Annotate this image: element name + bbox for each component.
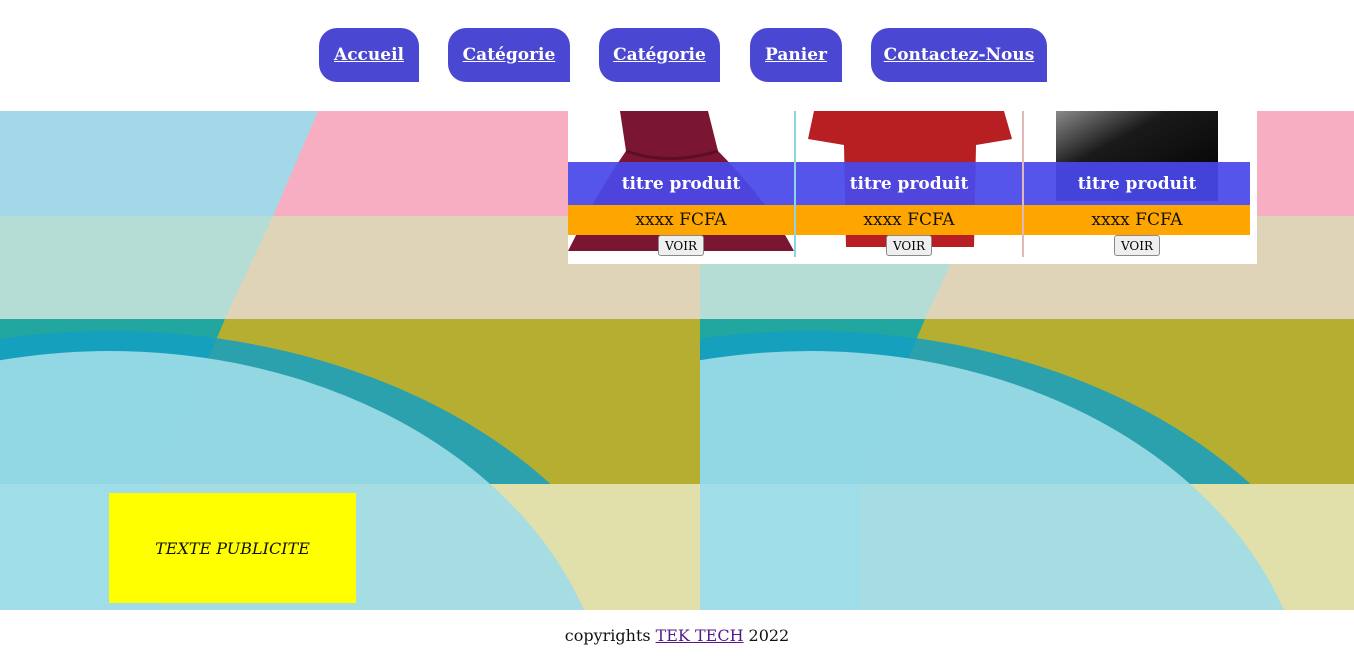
ad-banner: TEXTE PUBLICITE [109,493,356,603]
nav-accueil-label: Accueil [334,45,404,65]
product-title: titre produit [1024,162,1250,205]
footer-prefix: copyrights [565,626,651,645]
footer-year: 2022 [749,626,790,645]
nav-categorie-label: Catégorie [463,45,556,65]
footer: copyrights TEK TECH 2022 [0,610,1354,661]
voir-button[interactable]: VOIR [886,235,932,256]
nav-categorie-link[interactable]: Catégorie [448,28,570,82]
voir-button[interactable]: VOIR [1114,235,1160,256]
product-card[interactable]: titre produit xxxx FCFA VOIR [568,111,794,257]
product-price: xxxx FCFA [1024,205,1250,235]
nav-accueil-link[interactable]: Accueil [319,28,419,82]
top-navigation: Accueil Catégorie Catégorie Panier Conta… [0,0,1354,111]
product-card[interactable]: titre produit xxxx FCFA VOIR [796,111,1022,257]
nav-panier-link[interactable]: Panier [750,28,842,82]
product-grid: titre produit xxxx FCFA VOIR titre produ… [568,111,1257,264]
voir-button[interactable]: VOIR [658,235,704,256]
ad-text: TEXTE PUBLICITE [155,539,310,558]
product-price: xxxx FCFA [796,205,1022,235]
nav-categorie-2-link[interactable]: Catégorie [599,28,720,82]
nav-panier-label: Panier [765,45,827,65]
product-card[interactable]: titre produit xxxx FCFA VOIR [1024,111,1250,257]
product-title: titre produit [796,162,1022,205]
product-price: xxxx FCFA [568,205,794,235]
product-title: titre produit [568,162,794,205]
nav-contact-link[interactable]: Contactez-Nous [871,28,1047,82]
nav-categorie-2-label: Catégorie [613,45,706,65]
nav-contact-label: Contactez-Nous [884,45,1035,65]
footer-company-link[interactable]: TEK TECH [656,626,744,645]
